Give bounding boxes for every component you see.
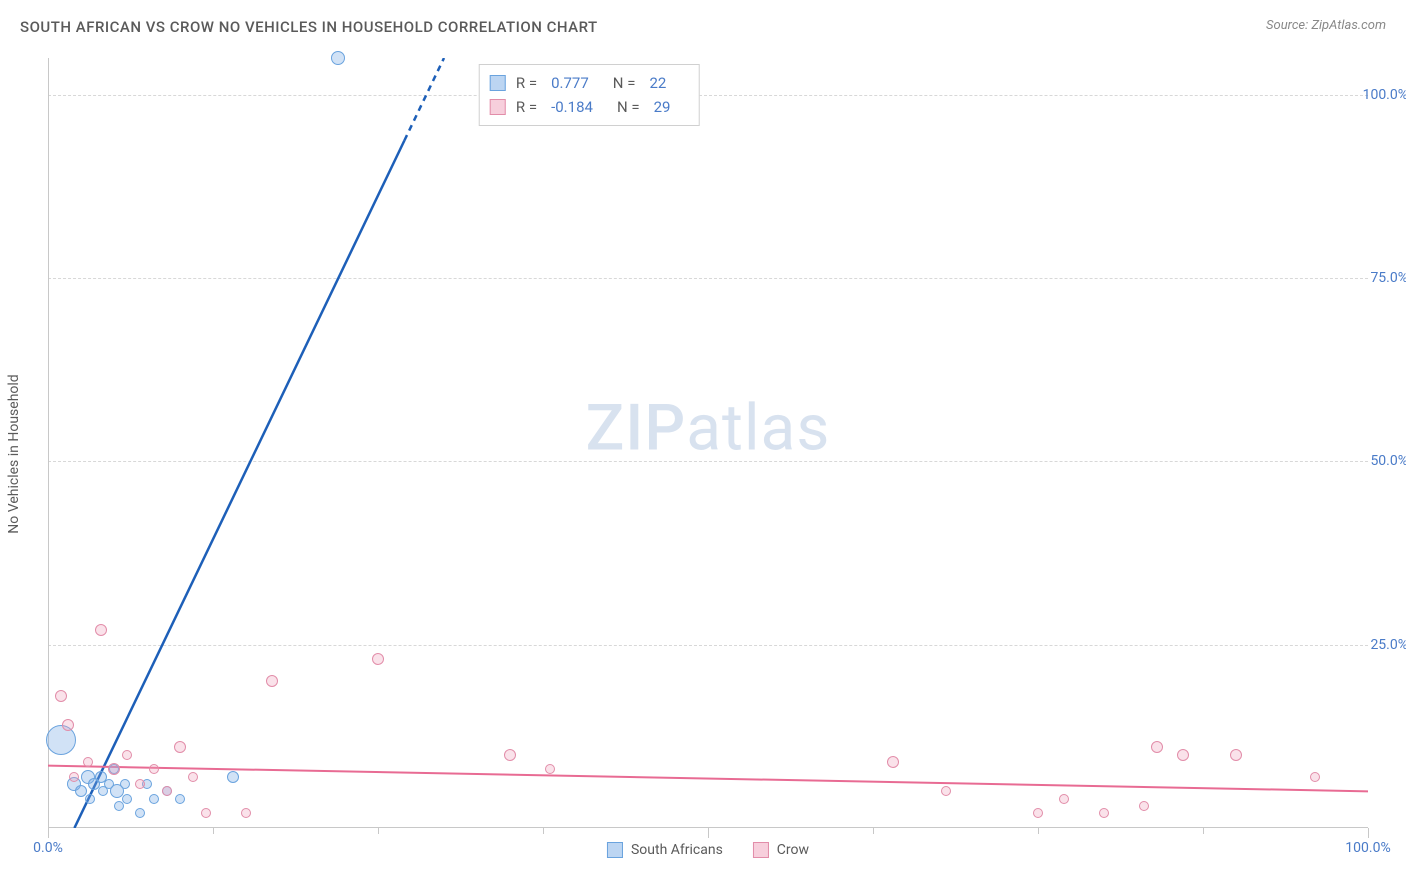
x-tick-major [48, 828, 49, 838]
data-point-blue [120, 779, 130, 789]
x-tick-minor [213, 828, 214, 834]
data-point-blue [175, 794, 185, 804]
chart-title: SOUTH AFRICAN VS CROW NO VEHICLES IN HOU… [20, 18, 598, 36]
data-point-pink [108, 763, 120, 775]
source-label: Source: [1266, 18, 1308, 33]
data-point-pink [887, 756, 899, 768]
data-point-blue [227, 771, 239, 783]
y-axis-line [48, 58, 49, 828]
data-point-pink [174, 741, 186, 753]
legend-swatch-blue [607, 842, 623, 858]
data-point-pink [941, 786, 951, 796]
data-point-pink [69, 772, 79, 782]
data-point-pink [162, 786, 172, 796]
stats-row-blue: R = 0.777 N = 22 [490, 71, 685, 95]
x-tick-minor [1203, 828, 1204, 834]
y-tick-label: 75.0% [1370, 270, 1406, 286]
data-point-pink [1139, 801, 1149, 811]
data-point-blue [149, 794, 159, 804]
data-point-pink [1177, 749, 1189, 761]
stats-swatch-pink [490, 99, 506, 115]
stats-n-label: N = [613, 71, 636, 95]
gridline-horizontal [48, 95, 1368, 96]
data-point-pink [504, 749, 516, 761]
data-point-pink [1151, 741, 1163, 753]
trend-lines-svg [48, 58, 1368, 828]
stats-row-pink: R = -0.184 N = 29 [490, 95, 685, 119]
legend-item-south-africans: South Africans [607, 842, 723, 858]
watermark: ZIPatlas [586, 390, 831, 465]
legend-label-south-africans: South Africans [631, 842, 723, 858]
data-point-pink [266, 675, 278, 687]
stats-legend-box: R = 0.777 N = 22 R = -0.184 N = 29 [479, 64, 700, 126]
data-point-blue [331, 51, 345, 65]
trend-line-blue-dashed [404, 58, 444, 141]
data-point-pink [1033, 808, 1043, 818]
data-point-blue [85, 794, 95, 804]
data-point-pink [201, 808, 211, 818]
x-tick-minor [1038, 828, 1039, 834]
gridline-horizontal [48, 645, 1368, 646]
data-point-pink [122, 750, 132, 760]
legend-swatch-pink [753, 842, 769, 858]
legend-item-crow: Crow [753, 842, 809, 858]
x-tick-minor [873, 828, 874, 834]
data-point-pink [83, 757, 93, 767]
stats-r-label: R = [516, 71, 537, 95]
trend-line-blue [74, 141, 404, 829]
watermark-rest: atlas [686, 390, 830, 465]
y-axis-label: No Vehicles in Household [6, 374, 22, 533]
y-tick-label: 50.0% [1370, 453, 1406, 469]
data-point-pink [95, 624, 107, 636]
chart-plot-area: ZIPatlas R =0.777N =22R =-0.184N =29 Sou… [48, 58, 1368, 828]
data-point-pink [1059, 794, 1069, 804]
data-point-pink [55, 690, 67, 702]
stats-r-value: -0.184 [551, 95, 593, 119]
data-point-blue [122, 794, 132, 804]
source-value: ZipAtlas.com [1311, 18, 1386, 33]
gridline-horizontal [48, 278, 1368, 279]
data-point-pink [372, 653, 384, 665]
stats-r-value: 0.777 [551, 71, 589, 95]
x-tick-minor [378, 828, 379, 834]
data-point-pink [149, 764, 159, 774]
watermark-bold: ZIP [586, 390, 687, 465]
legend-label-crow: Crow [777, 842, 809, 858]
stats-n-label: N = [617, 95, 640, 119]
stats-r-label: R = [516, 95, 537, 119]
data-point-pink [1310, 772, 1320, 782]
stats-swatch-blue [490, 75, 506, 91]
data-point-blue [114, 801, 124, 811]
x-tick-major [1368, 828, 1369, 838]
y-tick-label: 25.0% [1370, 637, 1406, 653]
y-tick-label: 100.0% [1363, 87, 1406, 103]
trend-line-pink [48, 766, 1368, 792]
source-attribution: Source: ZipAtlas.com [1266, 18, 1386, 33]
series-legend: South Africans Crow [607, 842, 809, 858]
data-point-pink [135, 779, 145, 789]
x-tick-label: 0.0% [33, 840, 63, 856]
data-point-pink [62, 719, 74, 731]
data-point-pink [241, 808, 251, 818]
x-tick-major [708, 828, 709, 838]
data-point-blue [135, 808, 145, 818]
data-point-pink [1230, 749, 1242, 761]
stats-n-value: 22 [649, 71, 666, 95]
gridline-horizontal [48, 461, 1368, 462]
x-tick-minor [543, 828, 544, 834]
stats-n-value: 29 [654, 95, 671, 119]
data-point-pink [545, 764, 555, 774]
x-tick-label: 100.0% [1345, 840, 1390, 856]
data-point-pink [188, 772, 198, 782]
data-point-pink [1099, 808, 1109, 818]
